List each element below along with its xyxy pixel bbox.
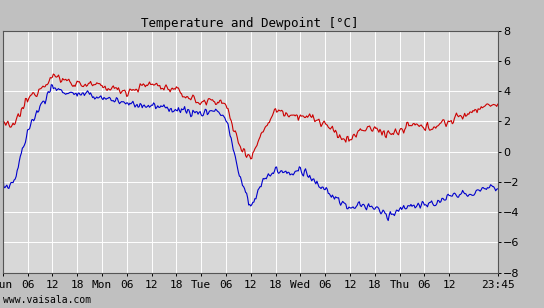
- Title: Temperature and Dewpoint [°C]: Temperature and Dewpoint [°C]: [141, 17, 359, 30]
- Text: www.vaisala.com: www.vaisala.com: [3, 295, 91, 305]
